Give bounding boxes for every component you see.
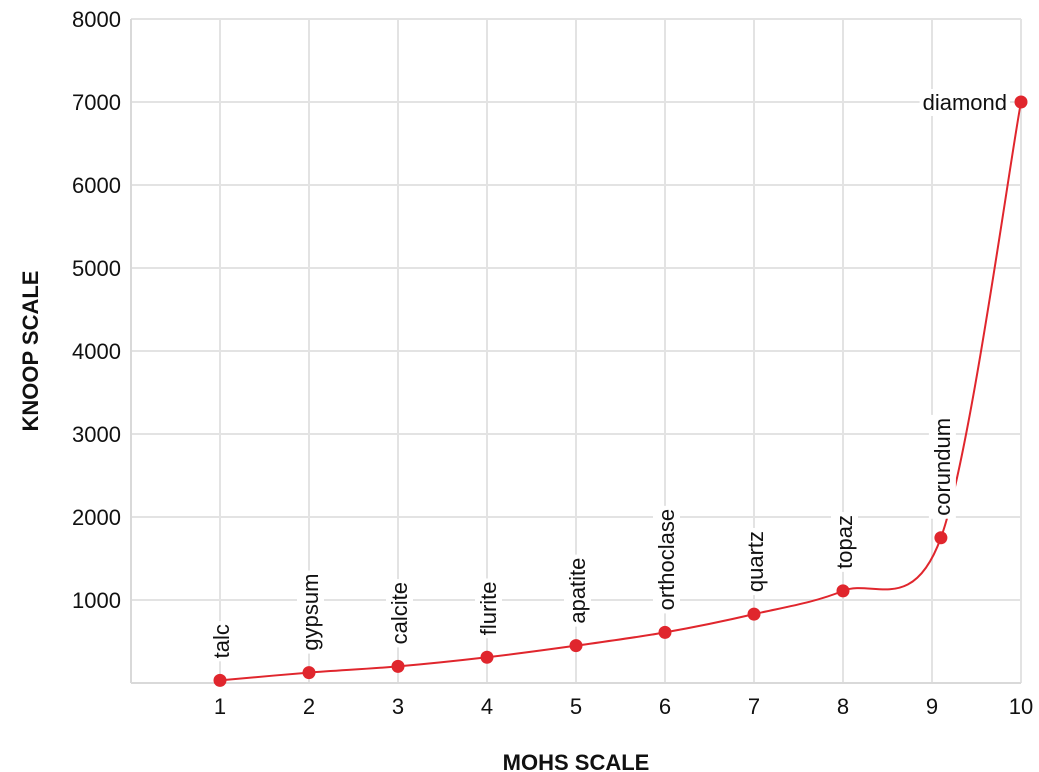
point-label-background [475, 578, 502, 639]
y-tick-labels: 1000 2000 3000 4000 5000 6000 7000 8000 [72, 7, 121, 613]
x-tick-label: 9 [926, 694, 938, 719]
data-point-topaz [836, 584, 850, 598]
point-label-topaz: topaz [832, 515, 857, 569]
point-label-corundum: corundum [930, 418, 955, 516]
data-point-talc [213, 673, 227, 687]
point-label-background [653, 505, 680, 614]
y-tick-label: 3000 [72, 422, 121, 447]
point-label-background [831, 512, 858, 572]
x-tick-label: 10 [1009, 694, 1033, 719]
y-tick-label: 5000 [72, 256, 121, 281]
y-tick-label: 6000 [72, 173, 121, 198]
point-label-flurite: flurite [476, 581, 501, 635]
point-label-background [208, 621, 235, 662]
point-label-background [742, 527, 769, 596]
x-tick-label: 4 [481, 694, 493, 719]
data-point-quartz [747, 607, 761, 621]
data-point-calcite [391, 659, 405, 673]
point-label-diamond: diamond [923, 90, 1007, 115]
point-label-quartz: quartz [743, 531, 768, 592]
point-label-background [386, 579, 413, 648]
point-label-background [297, 570, 324, 654]
data-point-gypsum [302, 666, 316, 680]
data-point-apatite [569, 639, 583, 653]
point-label-background [928, 414, 956, 519]
x-tick-label: 1 [214, 694, 226, 719]
y-tick-label: 8000 [72, 7, 121, 32]
y-tick-label: 4000 [72, 339, 121, 364]
point-label-talc: talc [209, 624, 234, 658]
x-axis-title: MOHS SCALE [503, 750, 650, 772]
data-points [213, 95, 1028, 687]
x-tick-label: 2 [303, 694, 315, 719]
point-label-background [919, 89, 1010, 116]
y-axis-title: KNOOP SCALE [18, 271, 43, 432]
y-tick-label: 1000 [72, 588, 121, 613]
data-point-orthoclase [658, 625, 672, 639]
series-line [219, 101, 1022, 682]
x-tick-label: 8 [837, 694, 849, 719]
x-tick-label: 7 [748, 694, 760, 719]
y-tick-label: 2000 [72, 505, 121, 530]
point-label-gypsum: gypsum [298, 574, 323, 651]
data-point-diamond [1014, 95, 1028, 109]
point-labels: talc gypsum calcite flurite apatite orthoclas… [208, 89, 1010, 662]
data-point-flurite [480, 650, 494, 664]
point-label-calcite: calcite [387, 582, 412, 644]
point-label-background [564, 554, 591, 627]
y-tick-label: 7000 [72, 90, 121, 115]
point-label-orthoclase: orthoclase [654, 509, 679, 611]
point-label-apatite: apatite [565, 558, 590, 624]
x-tick-label: 6 [659, 694, 671, 719]
x-tick-label: 5 [570, 694, 582, 719]
data-point-corundum [934, 531, 948, 545]
x-tick-label: 3 [392, 694, 404, 719]
x-tick-labels: 1 2 3 4 5 6 7 8 9 10 [214, 694, 1033, 719]
